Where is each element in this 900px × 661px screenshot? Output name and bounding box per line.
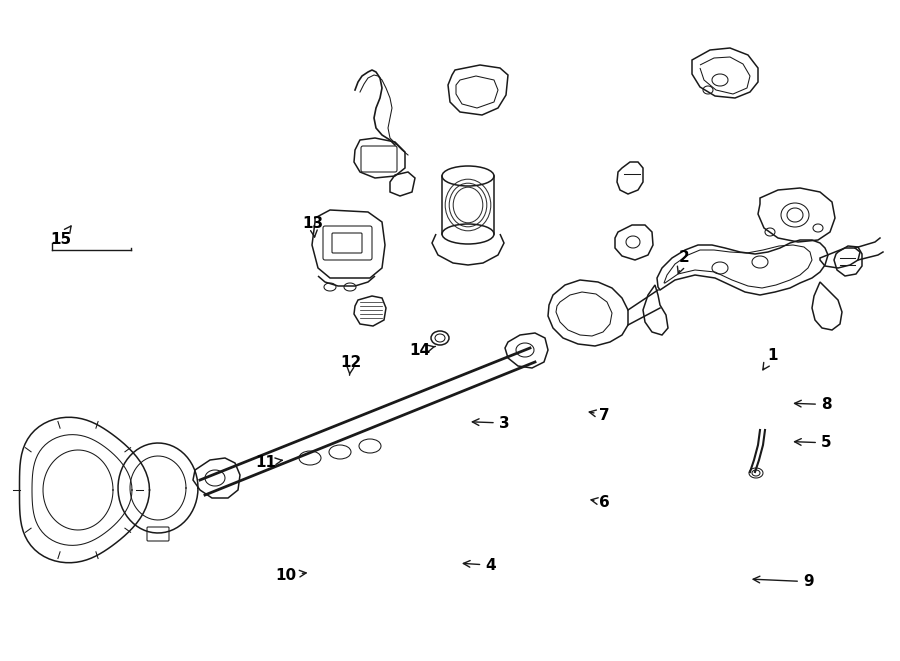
Text: 9: 9 bbox=[753, 574, 814, 589]
Text: 2: 2 bbox=[678, 251, 689, 274]
Text: 12: 12 bbox=[340, 355, 362, 375]
Text: 11: 11 bbox=[255, 455, 283, 470]
Text: 7: 7 bbox=[590, 408, 610, 422]
Text: 10: 10 bbox=[275, 568, 306, 582]
Text: 14: 14 bbox=[409, 343, 436, 358]
Text: 1: 1 bbox=[763, 348, 778, 370]
Text: 5: 5 bbox=[795, 436, 832, 450]
Text: 6: 6 bbox=[591, 495, 610, 510]
Text: 15: 15 bbox=[50, 226, 72, 247]
Text: 8: 8 bbox=[795, 397, 832, 412]
Text: 13: 13 bbox=[302, 216, 324, 237]
Text: 3: 3 bbox=[472, 416, 509, 430]
Text: 4: 4 bbox=[464, 558, 496, 572]
